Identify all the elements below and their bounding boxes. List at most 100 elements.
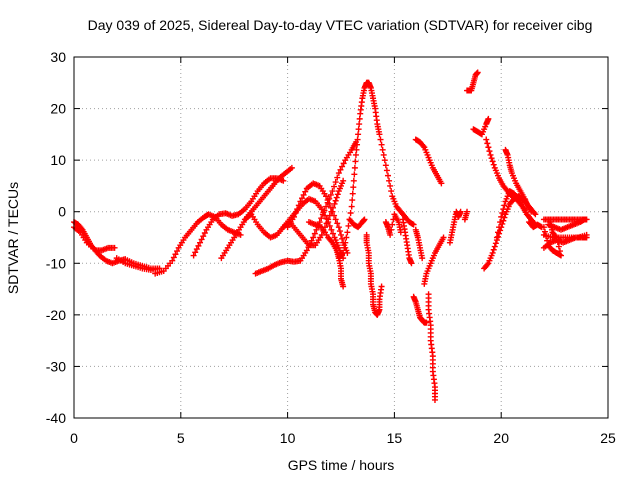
data-point bbox=[339, 163, 346, 170]
series-track-u bbox=[425, 291, 438, 403]
data-point bbox=[540, 224, 547, 231]
data-point bbox=[328, 238, 335, 245]
data-point bbox=[174, 248, 181, 255]
data-point bbox=[386, 177, 393, 184]
data-point bbox=[555, 243, 562, 250]
series-track-e bbox=[190, 175, 287, 259]
series-track-h bbox=[241, 195, 347, 262]
data-point bbox=[338, 231, 344, 238]
data-point bbox=[336, 228, 343, 235]
data-point bbox=[323, 203, 330, 210]
data-point bbox=[353, 146, 360, 153]
series-track-dd bbox=[525, 219, 545, 231]
data-point bbox=[498, 213, 505, 220]
data-point bbox=[581, 216, 588, 223]
data-point bbox=[299, 195, 306, 202]
data-point bbox=[297, 198, 304, 205]
data-point bbox=[318, 215, 325, 222]
series-track-m bbox=[346, 216, 368, 231]
data-point bbox=[532, 211, 539, 218]
data-point bbox=[486, 148, 493, 155]
x-tick-label: 20 bbox=[493, 430, 509, 446]
data-point bbox=[335, 170, 342, 177]
data-point bbox=[388, 188, 395, 195]
data-point bbox=[292, 210, 299, 217]
data-point bbox=[420, 142, 427, 149]
data-point bbox=[335, 224, 342, 231]
y-tick-label: -20 bbox=[46, 307, 66, 323]
series-track-q bbox=[410, 293, 430, 326]
data-point bbox=[329, 208, 336, 215]
data-point bbox=[355, 131, 362, 138]
data-point bbox=[300, 191, 307, 198]
data-point bbox=[340, 160, 347, 167]
series-track-cc bbox=[502, 146, 535, 215]
series-track-r bbox=[412, 226, 426, 262]
data-point bbox=[541, 228, 548, 235]
data-point bbox=[332, 216, 339, 223]
series-track-ii bbox=[540, 234, 590, 251]
data-point bbox=[355, 126, 362, 133]
data-point bbox=[323, 193, 330, 200]
data-point bbox=[492, 240, 499, 247]
data-point bbox=[329, 188, 336, 195]
data-point bbox=[514, 194, 521, 201]
data-point bbox=[550, 230, 557, 237]
data-point bbox=[323, 220, 330, 227]
data-point bbox=[310, 234, 317, 241]
data-points bbox=[71, 69, 590, 403]
data-point bbox=[382, 162, 389, 169]
series-track-c bbox=[113, 255, 163, 273]
data-point bbox=[583, 234, 590, 241]
data-point bbox=[349, 197, 356, 204]
data-point bbox=[423, 319, 430, 326]
data-point bbox=[347, 210, 354, 217]
data-point bbox=[351, 171, 358, 178]
y-tick-label: -10 bbox=[46, 255, 66, 271]
data-point bbox=[497, 219, 504, 226]
data-point bbox=[381, 157, 388, 164]
data-point bbox=[489, 158, 496, 165]
data-point bbox=[326, 200, 333, 207]
data-point bbox=[291, 213, 298, 220]
y-axis-label: SDTVAR / TECUs bbox=[5, 182, 21, 294]
data-point bbox=[500, 206, 507, 213]
data-point bbox=[348, 203, 355, 210]
series-track-l bbox=[305, 219, 347, 290]
data-point bbox=[331, 200, 338, 207]
data-point bbox=[556, 248, 563, 255]
data-point bbox=[302, 188, 309, 195]
data-point bbox=[485, 144, 492, 151]
series-track-x bbox=[464, 69, 481, 94]
data-point bbox=[500, 217, 507, 224]
data-point bbox=[531, 210, 538, 217]
data-point bbox=[351, 164, 358, 171]
data-point bbox=[324, 197, 331, 204]
y-tick-label: 20 bbox=[50, 101, 66, 117]
data-point bbox=[493, 234, 500, 241]
data-point bbox=[484, 140, 491, 147]
data-point bbox=[484, 261, 491, 268]
data-point bbox=[380, 151, 387, 158]
data-point bbox=[389, 221, 396, 228]
series-track-b bbox=[71, 224, 118, 254]
data-point bbox=[377, 136, 384, 143]
data-point bbox=[193, 246, 200, 253]
series-track-n bbox=[363, 231, 385, 318]
data-point bbox=[201, 229, 208, 236]
data-point bbox=[501, 202, 508, 209]
data-point bbox=[303, 247, 310, 254]
data-point bbox=[489, 249, 496, 256]
data-point bbox=[361, 216, 368, 223]
data-point bbox=[378, 141, 385, 148]
data-point bbox=[431, 396, 438, 403]
data-point bbox=[328, 226, 335, 233]
data-point bbox=[376, 131, 383, 138]
data-point bbox=[331, 212, 338, 219]
y-tick-label: 30 bbox=[50, 49, 66, 65]
data-point bbox=[490, 161, 497, 168]
data-point bbox=[496, 224, 503, 231]
data-point bbox=[342, 239, 349, 246]
data-point bbox=[491, 243, 498, 250]
data-point bbox=[345, 222, 352, 229]
